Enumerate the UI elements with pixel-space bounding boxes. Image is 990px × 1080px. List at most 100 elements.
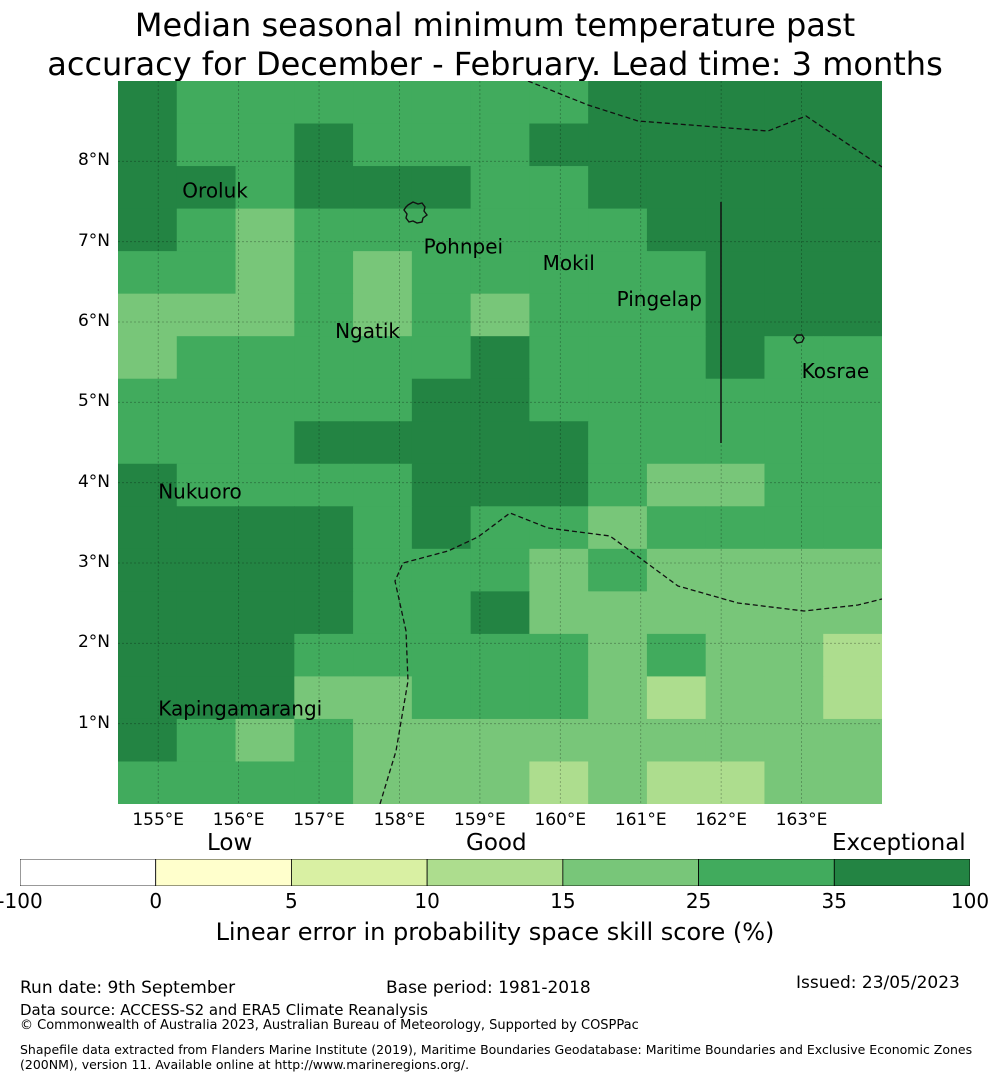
grid-cell bbox=[411, 463, 472, 507]
grid-cell bbox=[118, 251, 178, 295]
latitude-tick-label: 5°N bbox=[77, 391, 110, 412]
grid-cell bbox=[705, 718, 766, 763]
grid-cell bbox=[470, 591, 530, 635]
grid-cell bbox=[705, 81, 766, 125]
colorbar-segment bbox=[20, 859, 157, 886]
grid-cell bbox=[764, 421, 824, 465]
grid-cell bbox=[353, 718, 413, 763]
colorbar-tick-label: 0 bbox=[149, 889, 163, 913]
pohnpei-outline bbox=[403, 201, 428, 224]
colorbar-segment bbox=[833, 859, 970, 886]
latitude-tick-label: 3°N bbox=[77, 552, 110, 572]
grid-cell bbox=[470, 293, 530, 337]
grid-cell bbox=[764, 633, 824, 678]
grid-cell bbox=[470, 761, 530, 804]
grid-cell bbox=[823, 548, 882, 592]
grid-cell bbox=[353, 506, 413, 550]
grid-cell bbox=[529, 591, 589, 635]
grid-cell bbox=[646, 123, 707, 167]
grid-cell bbox=[588, 676, 648, 720]
colorbar-segment bbox=[291, 859, 428, 886]
grid-cell bbox=[411, 81, 472, 125]
colorbar-tick-label: 25 bbox=[685, 889, 712, 913]
grid-cell bbox=[705, 676, 766, 720]
grid-cell bbox=[588, 293, 648, 337]
grid-cell bbox=[588, 591, 648, 635]
grid-cell bbox=[470, 548, 530, 592]
latitude-tick-label: 7°N bbox=[77, 230, 110, 251]
grid-cell bbox=[646, 463, 707, 507]
grid-cell bbox=[235, 251, 295, 295]
longitude-tick-label: 160°E bbox=[534, 810, 587, 830]
grid-cell bbox=[823, 421, 882, 465]
colorbar bbox=[20, 859, 970, 886]
grid-cell bbox=[235, 336, 295, 380]
grid-cell bbox=[529, 676, 589, 720]
grid-cell bbox=[176, 123, 237, 167]
grid-cell bbox=[294, 421, 354, 465]
grid-cell bbox=[646, 293, 707, 337]
grid-cell bbox=[353, 378, 413, 422]
grid-cell bbox=[646, 166, 707, 210]
grid-cell bbox=[294, 293, 354, 337]
grid-cell bbox=[118, 166, 178, 210]
grid-cell bbox=[764, 718, 824, 763]
grid-cell bbox=[764, 506, 824, 550]
grid-cell bbox=[764, 166, 824, 210]
map-title-line-1: Median seasonal minimum temperature past bbox=[134, 6, 856, 44]
colorbar-tick-label: 10 bbox=[414, 889, 440, 913]
latitude-tick-label: 6°N bbox=[77, 311, 110, 331]
grid-cell bbox=[470, 378, 530, 422]
grid-cell bbox=[411, 633, 472, 678]
grid-cell bbox=[411, 378, 472, 422]
grid-cell bbox=[176, 676, 237, 720]
grid-cell bbox=[529, 463, 589, 507]
map-title-line-2: accuracy for December - February. Lead t… bbox=[47, 45, 943, 83]
skill-score-map: Oroluk Pohnpei Mokil Pingelap Ngatik Kosrae Nu… bbox=[118, 81, 882, 804]
lat-lon-gridlines bbox=[118, 81, 882, 804]
grid-cell bbox=[470, 506, 530, 550]
grid-cell bbox=[294, 378, 354, 422]
grid-cell bbox=[176, 81, 237, 125]
grid-cell bbox=[646, 208, 707, 252]
latitude-tick-label: 2°N bbox=[77, 632, 110, 653]
data-source: Data source: ACCESS-S2 and ERA5 Climate … bbox=[20, 1001, 428, 1019]
grid-cell bbox=[294, 336, 354, 380]
eez-boundary-south bbox=[379, 512, 882, 804]
grid-cell bbox=[353, 548, 413, 592]
grid-cell bbox=[705, 293, 766, 337]
grid-cell bbox=[118, 336, 178, 380]
grid-cell bbox=[411, 123, 472, 167]
grid-cell bbox=[529, 251, 589, 295]
grid-cell bbox=[118, 591, 178, 635]
grid-cell bbox=[588, 548, 648, 592]
grid-cell bbox=[176, 761, 237, 804]
grid-cell bbox=[294, 591, 354, 635]
grid-cell bbox=[764, 251, 824, 295]
grid-cell bbox=[470, 676, 530, 720]
grid-cell bbox=[646, 336, 707, 380]
grid-cell bbox=[235, 421, 295, 465]
grid-cell bbox=[764, 336, 824, 380]
grid-cell bbox=[118, 633, 178, 678]
grid-cell bbox=[353, 208, 413, 252]
kosrae-outline bbox=[793, 334, 805, 344]
grid-cell bbox=[764, 548, 824, 592]
colorbar-category-low: Low bbox=[207, 830, 253, 856]
longitude-tick-label: 156°E bbox=[212, 810, 265, 830]
grid-cell bbox=[705, 633, 766, 678]
colorbar-tick-label: 35 bbox=[821, 889, 847, 913]
grid-cell bbox=[823, 293, 882, 337]
grid-cell bbox=[823, 463, 882, 507]
skill-grid-cells bbox=[118, 81, 882, 804]
copyright-notice: © Commonwealth of Australia 2023, Austra… bbox=[20, 1018, 639, 1033]
grid-cell bbox=[646, 676, 707, 720]
grid-cell bbox=[118, 761, 178, 804]
grid-cell bbox=[176, 208, 237, 252]
grid-cell bbox=[294, 81, 354, 125]
grid-cell bbox=[353, 251, 413, 295]
grid-cell bbox=[529, 548, 589, 592]
grid-cell bbox=[529, 506, 589, 550]
grid-cell bbox=[411, 166, 472, 210]
island-label: Nukuoro bbox=[158, 480, 242, 504]
